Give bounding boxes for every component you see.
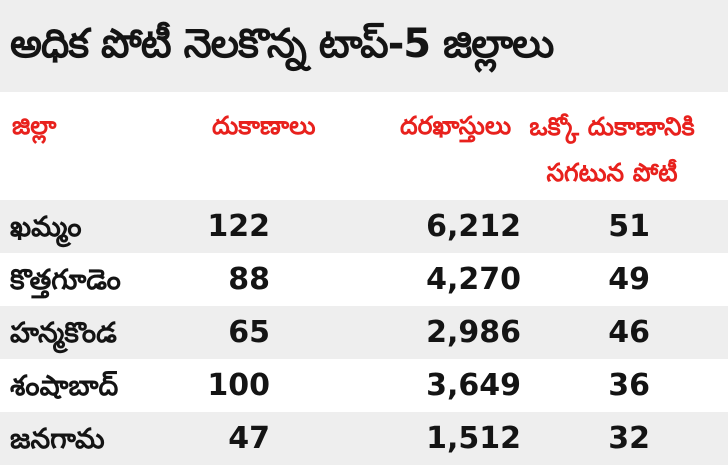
applications-count: 3,649 — [426, 368, 521, 403]
table-row: శంషాబాద్‌ 100 3,649 36 — [0, 359, 728, 412]
average-competition: 46 — [608, 315, 650, 350]
header-average-competition: ఒక్కో దుకాణానికి సగటున పోటీ — [529, 112, 695, 187]
average-competition: 51 — [608, 209, 650, 244]
district-name: జనగామ — [10, 422, 105, 455]
table-row: జనగామ 47 1,512 32 — [0, 412, 728, 465]
shops-count: 100 — [207, 368, 270, 403]
shops-count: 88 — [228, 262, 270, 297]
district-name: హన్మకొండ — [10, 316, 117, 349]
district-name: శంషాబాద్‌ — [10, 369, 119, 402]
title-bar: అధిక పోటీ నెలకొన్న టాప్‌-5 జిల్లాలు — [0, 0, 728, 92]
applications-count: 4,270 — [426, 262, 521, 297]
district-name: ఖమ్మం — [10, 210, 82, 243]
table-row: ఖమ్మం 122 6,212 51 — [0, 200, 728, 253]
district-name: కొత్తగూడెం — [10, 263, 121, 296]
header-district: జిల్లా — [12, 111, 57, 140]
average-competition: 49 — [608, 262, 650, 297]
header-shops: దుకాణాలు — [212, 111, 316, 140]
table-title: అధిక పోటీ నెలకొన్న టాప్‌-5 జిల్లాలు — [10, 21, 554, 67]
table-row: కొత్తగూడెం 88 4,270 49 — [0, 253, 728, 306]
header-applications: దరఖాస్తులు — [400, 111, 512, 140]
average-competition: 36 — [608, 368, 650, 403]
average-competition: 32 — [608, 421, 650, 456]
header-band — [0, 92, 728, 200]
applications-count: 1,512 — [426, 421, 521, 456]
shops-count: 65 — [228, 315, 270, 350]
shops-count: 122 — [207, 209, 270, 244]
table-row: హన్మకొండ 65 2,986 46 — [0, 306, 728, 359]
applications-count: 2,986 — [426, 315, 521, 350]
applications-count: 6,212 — [426, 209, 521, 244]
shops-count: 47 — [228, 421, 270, 456]
